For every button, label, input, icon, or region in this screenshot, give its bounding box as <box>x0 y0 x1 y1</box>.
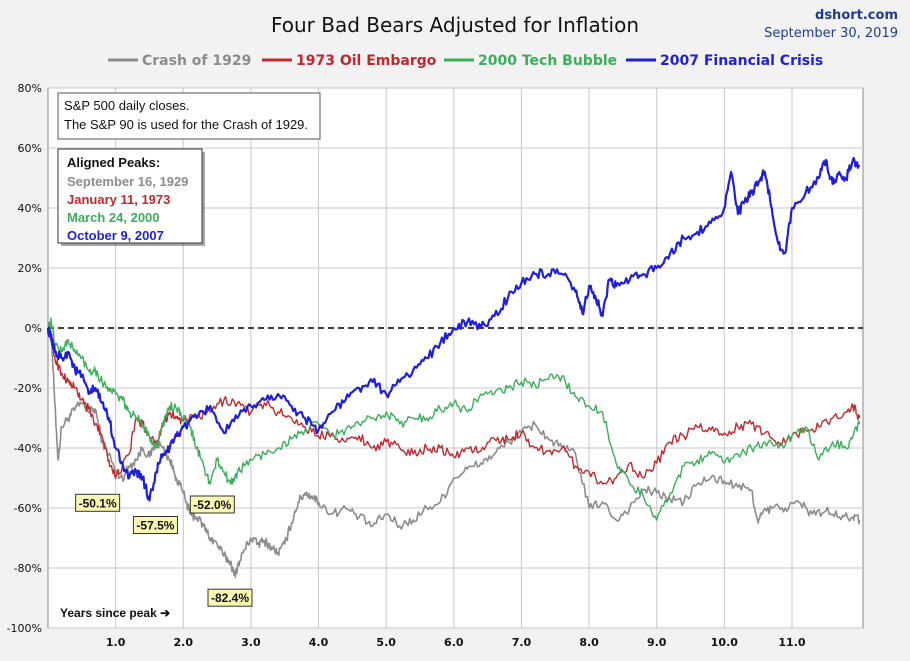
x-tick-label: 3.0 <box>241 636 261 649</box>
x-tick-label: 5.0 <box>376 636 396 649</box>
callout-box <box>207 588 253 607</box>
x-tick-label: 2.0 <box>174 636 194 649</box>
series-line <box>47 325 861 579</box>
aligned-peaks-heading: Aligned Peaks: <box>67 155 160 170</box>
y-tick-label: 0% <box>25 322 42 335</box>
source-site: dshort.com <box>815 8 898 23</box>
y-tick-label: 80% <box>18 82 42 95</box>
y-tick-label: -80% <box>14 562 42 575</box>
y-tick-label: 40% <box>18 202 42 215</box>
y-tick-label: 20% <box>18 262 42 275</box>
series-lines <box>46 156 861 579</box>
y-tick-label: -40% <box>14 442 42 455</box>
chart-title: Four Bad Bears Adjusted for Inflation <box>271 13 639 37</box>
x-axis: 1.0 2.0 3.0 4.0 5.0 6.0 7.0 8.0 9.0 10.0 11.0 <box>106 636 806 649</box>
series-line <box>46 156 860 502</box>
note-line: S&P 500 daily closes. <box>64 98 190 113</box>
legend-entry: Crash of 1929 <box>142 53 251 69</box>
peak-date-1929: September 16, 1929 <box>67 174 188 189</box>
callout-box <box>132 516 178 534</box>
peak-date-2000: March 24, 2000 <box>67 210 160 225</box>
peak-date-1973: January 11, 1973 <box>67 192 170 207</box>
y-axis: 80% 60% 40% 20% 0% -20% -40% -60% -80% -100% <box>7 82 42 635</box>
source-date: September 30, 2019 <box>764 26 898 41</box>
legend-entry: 2007 Financial Crisis <box>660 53 823 69</box>
x-tick-label: 10.0 <box>711 636 738 649</box>
note-box: S&P 500 daily closes. The S&P 90 is used… <box>57 92 321 140</box>
x-tick-label: 8.0 <box>579 636 599 649</box>
callout-box <box>189 495 235 514</box>
callout-label: -52.0% <box>193 498 231 512</box>
y-tick-label: -20% <box>14 382 42 395</box>
callout-box <box>75 493 121 512</box>
legend-entry: 2000 Tech Bubble <box>478 53 617 69</box>
callout-label: -82.4% <box>211 591 249 605</box>
note-line: The S&P 90 is used for the Crash of 1929… <box>64 117 308 132</box>
x-tick-label: 11.0 <box>778 636 805 649</box>
y-tick-label: -60% <box>14 502 42 515</box>
x-tick-label: 1.0 <box>106 636 126 649</box>
peak-date-2007: October 9, 2007 <box>67 228 164 243</box>
y-tick-label: 60% <box>18 142 42 155</box>
x-tick-label: 7.0 <box>512 636 532 649</box>
callouts: -50.1% -57.5% -52.0% -82.4% <box>75 493 253 607</box>
x-tick-label: 4.0 <box>309 636 329 649</box>
x-axis-label: Years since peak ➔ <box>60 606 170 620</box>
series-line <box>47 317 861 521</box>
aligned-peaks-box: Aligned Peaks: September 16, 1929 Januar… <box>57 148 205 246</box>
x-tick-label: 9.0 <box>647 636 667 649</box>
legend-entry: 1973 Oil Embargo <box>296 53 437 69</box>
x-tick-label: 6.0 <box>444 636 464 649</box>
y-tick-label: -100% <box>7 622 42 635</box>
callout-label: -57.5% <box>136 519 174 533</box>
legend: Crash of 1929 1973 Oil Embargo 2000 Tech B… <box>108 53 823 69</box>
callout-label: -50.1% <box>79 496 117 510</box>
